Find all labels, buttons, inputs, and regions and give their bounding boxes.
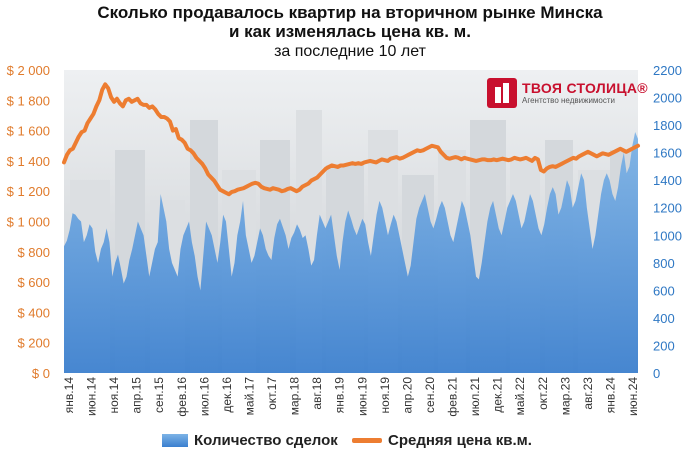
right-axis-tick-label: 0 bbox=[653, 366, 660, 381]
left-axis-tick-label: $ 1 600 bbox=[7, 124, 50, 139]
x-axis-tick-label: май.17 bbox=[243, 377, 257, 416]
right-axis-tick-label: 1400 bbox=[653, 173, 682, 188]
x-axis-tick-label: дек.16 bbox=[220, 377, 234, 413]
right-axis-tick-label: 1600 bbox=[653, 146, 682, 161]
logo-name: ТВОЯ СТОЛИЦА® bbox=[522, 79, 648, 96]
series-line-price bbox=[62, 82, 640, 197]
legend-swatch-line bbox=[352, 438, 382, 443]
x-axis-tick-label: дек.21 bbox=[491, 377, 505, 413]
x-axis-tick-label: мар.23 bbox=[558, 377, 572, 416]
logo: ТВОЯ СТОЛИЦА® Агентство недвижимости bbox=[487, 78, 648, 108]
x-axis-tick-label: янв.14 bbox=[62, 377, 76, 414]
x-axis-tick-label: янв.24 bbox=[603, 377, 617, 414]
x-axis-tick-label: сен.15 bbox=[152, 377, 166, 413]
right-axis-tick-label: 600 bbox=[653, 283, 675, 298]
x-axis-tick-label: июл.16 bbox=[197, 377, 211, 416]
left-axis-tick-label: $ 600 bbox=[17, 275, 50, 290]
x-axis-tick-label: май.22 bbox=[513, 377, 527, 416]
chart-subtitle: за последние 10 лет bbox=[274, 43, 426, 60]
left-axis-tick-label: $ 0 bbox=[32, 366, 50, 381]
legend-swatch-area bbox=[162, 434, 188, 447]
left-axis-tick-label: $ 2 000 bbox=[7, 63, 50, 78]
series-area-deals bbox=[64, 131, 638, 373]
left-axis-tick-label: $ 1 800 bbox=[7, 93, 50, 108]
x-axis-tick-label: июн.19 bbox=[355, 377, 369, 416]
x-axis-tick-label: окт.17 bbox=[265, 377, 279, 410]
x-axis-tick-label: апр.20 bbox=[400, 377, 414, 414]
x-axis-tick-label: апр.15 bbox=[130, 377, 144, 414]
x-axis-tick-label: окт.22 bbox=[536, 377, 550, 410]
x-axis-tick-label: фев.21 bbox=[446, 377, 460, 417]
left-axis-tick-label: $ 200 bbox=[17, 336, 50, 351]
right-axis-tick-label: 1000 bbox=[653, 228, 682, 243]
legend-label-deals: Количество сделок bbox=[194, 432, 338, 449]
legend: Количество сделок Средняя цена кв.м. bbox=[0, 432, 700, 454]
x-axis-tick-label: ноя.19 bbox=[378, 377, 392, 414]
x-axis-tick-label: фев.16 bbox=[175, 377, 189, 417]
x-axis-tick-label: июл.21 bbox=[468, 377, 482, 416]
chart-title: Сколько продавалось квартир на вторичном… bbox=[97, 3, 603, 22]
x-axis-tick-label: авг.18 bbox=[310, 377, 324, 410]
left-axis-tick-label: $ 1 000 bbox=[7, 215, 50, 230]
left-axis-tick-label: $ 1 400 bbox=[7, 154, 50, 169]
x-axis-tick-label: янв.19 bbox=[333, 377, 347, 414]
left-axis-tick-label: $ 1 200 bbox=[7, 184, 50, 199]
x-axis-tick-label: авг.23 bbox=[581, 377, 595, 410]
legend-item-deals: Количество сделок bbox=[162, 432, 338, 449]
right-axis-tick-label: 400 bbox=[653, 311, 675, 326]
right-axis-tick-label: 2000 bbox=[653, 91, 682, 106]
right-axis-tick-label: 800 bbox=[653, 256, 675, 271]
left-axis-tick-label: $ 400 bbox=[17, 305, 50, 320]
legend-label-price: Средняя цена кв.м. bbox=[388, 432, 532, 449]
chart-title-line2: и как изменялась цена кв. м. bbox=[228, 22, 471, 41]
logo-tagline: Агентство недвижимости bbox=[522, 95, 615, 105]
x-axis-tick-label: мар.18 bbox=[288, 377, 302, 416]
right-axis-tick-label: 1800 bbox=[653, 118, 682, 133]
x-axis-tick-label: июн.24 bbox=[626, 377, 640, 416]
right-axis-tick-label: 1200 bbox=[653, 201, 682, 216]
x-axis-tick-label: сен.20 bbox=[423, 377, 437, 413]
x-axis-tick-label: июн.14 bbox=[85, 377, 99, 416]
logo-building-icon bbox=[487, 78, 517, 108]
right-axis-tick-label: 2200 bbox=[653, 63, 682, 78]
right-axis-tick-label: 200 bbox=[653, 339, 675, 354]
legend-item-price: Средняя цена кв.м. bbox=[352, 432, 532, 449]
x-axis-tick-label: ноя.14 bbox=[107, 377, 121, 414]
left-axis-tick-label: $ 800 bbox=[17, 245, 50, 260]
